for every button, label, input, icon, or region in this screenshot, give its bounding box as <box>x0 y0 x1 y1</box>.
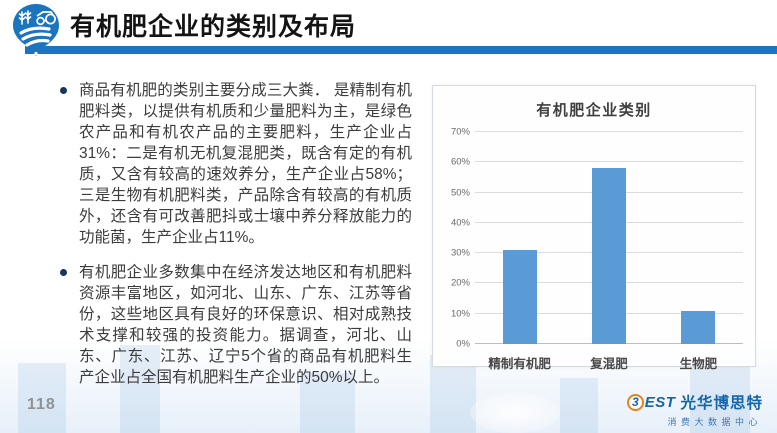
y-axis-tick-label: 50% <box>450 187 470 199</box>
y-axis-tick-label: 40% <box>450 217 470 229</box>
y-axis-tick-label: 60% <box>450 156 470 168</box>
bar-精制有机肥 <box>502 250 537 344</box>
gridline <box>475 131 743 132</box>
company-logo: 3 EST 光华博思特 消费大数据中心 <box>626 391 763 428</box>
page-number: 118 <box>27 396 56 413</box>
y-axis-tick-label: 30% <box>450 247 470 259</box>
bullet-item: 商品有机肥的类别主要分成三大粪． 是精制有机肥料类，以提供有机质和少量肥料为主，… <box>60 80 412 248</box>
y-axis-tick-label: 0% <box>456 338 470 350</box>
logo-text-en: EST <box>644 393 676 411</box>
x-axis-category-label: 复混肥 <box>590 357 628 371</box>
farm-pin-logo-icon <box>13 4 59 56</box>
logo-text-cn: 光华博思特 <box>680 395 763 412</box>
y-axis-tick-label: 70% <box>450 126 470 138</box>
bar-chart-plot-area: 0% 10% 20% 30% 40% 50% 60% 70% 精制有机肥 复混肥 生物肥 <box>451 127 743 371</box>
bullet-dot-icon <box>60 269 67 276</box>
bar-复混肥 <box>592 168 626 344</box>
header-divider <box>25 46 777 54</box>
chart-panel: 有机肥企业类别 0% 10% 20% 30% 40% 50% 60% 70% 精制有机肥 复混肥 生… <box>432 85 756 371</box>
light-glow <box>470 393 560 433</box>
bullet-text: 商品有机肥的类别主要分成三大粪． 是精制有机肥料类，以提供有机质和少量肥料为主，… <box>79 82 412 246</box>
bullet-dot-icon <box>60 87 67 94</box>
building-silhouette <box>560 378 598 433</box>
bullet-item: 有机肥企业多数集中在经济发达地区和有机肥料资源丰富地区，如河北、山东、广东、江苏… <box>60 262 412 388</box>
y-axis-tick-label: 20% <box>450 277 470 289</box>
chart-title: 有机肥企业类别 <box>536 102 652 119</box>
gridline <box>475 161 743 163</box>
x-axis-category-label: 生物肥 <box>679 357 718 371</box>
content-text: 商品有机肥的类别主要分成三大粪． 是精制有机肥料类，以提供有机质和少量肥料为主，… <box>60 80 412 402</box>
logo-subtitle: 消费大数据中心 <box>667 417 762 427</box>
y-axis-tick-label: 10% <box>450 308 470 320</box>
bar-生物肥 <box>681 310 716 344</box>
bullet-text: 有机肥企业多数集中在经济发达地区和有机肥料资源丰富地区，如河北、山东、广东、江苏… <box>79 264 412 386</box>
x-axis-category-label: 精制有机肥 <box>488 357 551 371</box>
page-title: 有机肥企业的类别及布局 <box>70 13 357 41</box>
best-logo-icon: 3 <box>626 393 644 411</box>
